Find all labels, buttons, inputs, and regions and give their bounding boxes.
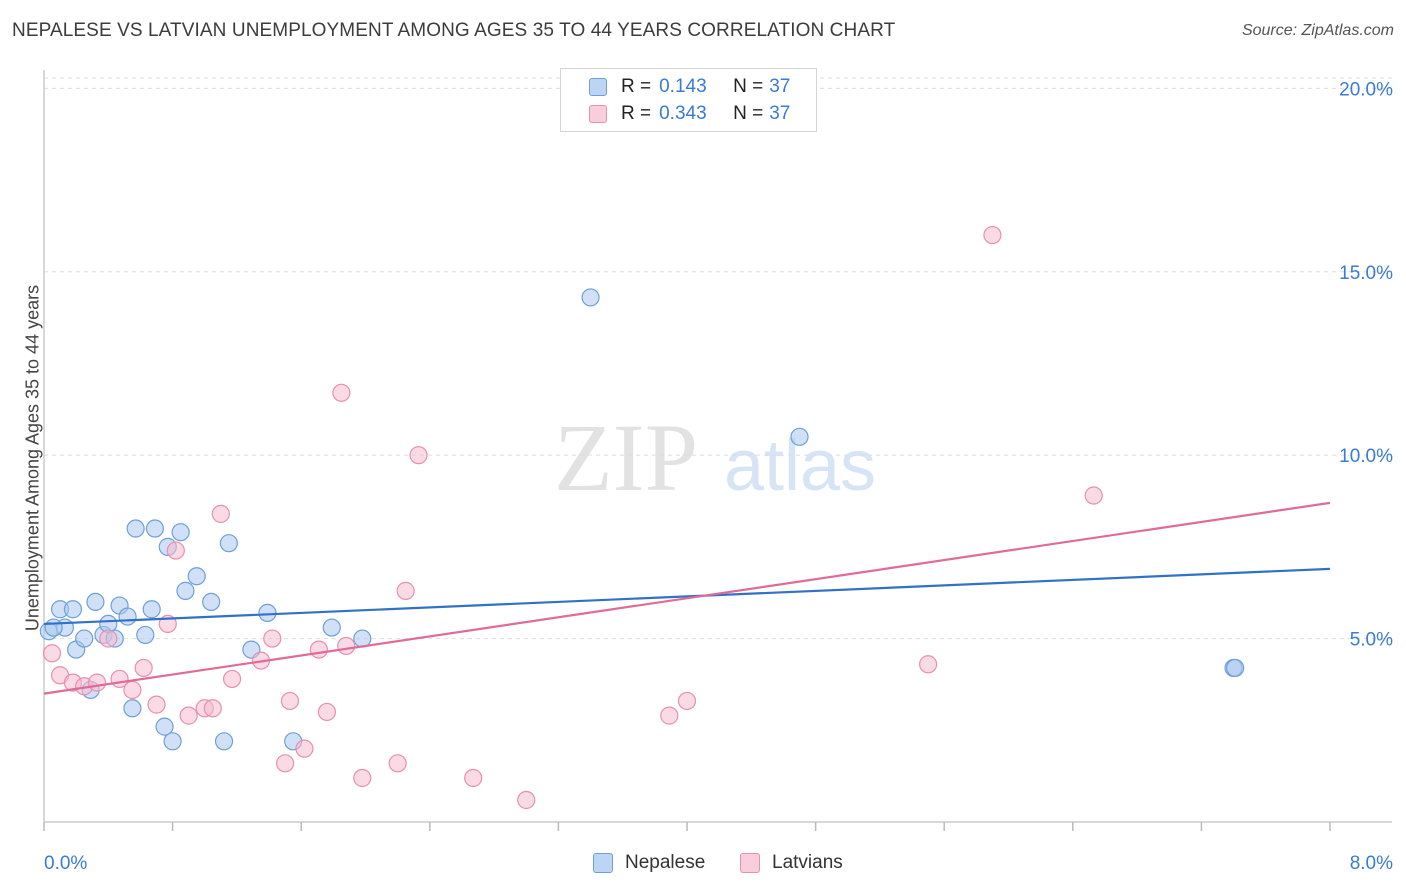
latvians-point <box>337 636 356 656</box>
legend-label-nepalese: Nepalese <box>625 852 706 873</box>
latvians-point <box>280 691 300 711</box>
latvians-point <box>147 695 166 714</box>
n-label: N = <box>733 103 764 124</box>
latvians-point <box>134 658 153 678</box>
nepalese-point <box>118 607 137 626</box>
legend-row-nepalese: R = 0.143 N = 37 <box>589 75 790 99</box>
nepalese-point <box>75 629 94 648</box>
nepalese-point <box>214 732 234 751</box>
nepalese-point <box>155 717 174 736</box>
gridlines <box>44 77 1392 640</box>
latvians-point <box>99 629 118 648</box>
latvians-point <box>1084 486 1103 505</box>
nepalese-point <box>219 534 238 553</box>
latvians-point <box>42 644 62 663</box>
nepalese-point <box>145 519 165 538</box>
n-value: 37 <box>769 103 791 124</box>
nepalese-point <box>136 625 155 645</box>
latvians-point <box>396 581 415 600</box>
nepalese-point <box>790 427 809 446</box>
nepalese-point <box>322 618 341 637</box>
latvians-swatch <box>589 105 607 123</box>
latvians-swatch <box>740 853 760 873</box>
latvians-trend-line <box>43 501 1331 695</box>
nepalese-point <box>126 519 145 538</box>
latvians-point <box>677 691 697 711</box>
nepalese-point <box>86 592 105 612</box>
latvians-point <box>309 640 328 659</box>
r-label: R = <box>621 76 652 97</box>
nepalese-trend-line <box>43 567 1331 626</box>
latvians-point <box>332 383 351 402</box>
r-value: 0.143 <box>659 76 707 97</box>
y-tick-label: 5.0% <box>1350 630 1393 651</box>
axes <box>43 70 1392 831</box>
y-tick-label: 20.0% <box>1339 79 1393 100</box>
nepalese-point <box>171 523 190 542</box>
nepalese-swatch <box>589 78 607 96</box>
latvians-point <box>660 706 679 725</box>
latvians-point <box>222 669 242 689</box>
tick-labels: 5.0% 10.0% 15.0% 20.0% 0.0% 8.0% <box>44 79 1393 874</box>
latvians-point <box>353 768 372 788</box>
nepalese-point <box>142 600 161 619</box>
trend-lines <box>43 501 1331 695</box>
nepalese-point <box>581 288 600 307</box>
x-tick-label: 8.0% <box>1350 853 1393 874</box>
n-value: 37 <box>769 76 791 97</box>
n-label: N = <box>733 76 764 97</box>
nepalese-swatch <box>593 853 613 873</box>
r-label: R = <box>621 103 652 124</box>
latvians-point <box>464 768 483 788</box>
latvians-point <box>211 504 230 523</box>
nepalese-point <box>202 592 221 612</box>
nepalese-point <box>63 600 83 619</box>
y-axis-label: Unemployment Among Ages 35 to 44 years <box>22 284 43 632</box>
latvians-point <box>388 754 407 773</box>
latvians-point <box>295 739 314 758</box>
latvians-point <box>409 446 428 465</box>
latvians-point <box>263 629 282 648</box>
y-tick-label: 10.0% <box>1339 446 1393 467</box>
latvians-point <box>517 790 536 810</box>
latvians-point <box>919 655 938 674</box>
nepalese-point <box>187 567 206 586</box>
nepalese-point <box>1226 658 1245 678</box>
nepalese-point <box>163 732 182 751</box>
nepalese-point <box>44 618 63 637</box>
watermark-zip: ZIP <box>554 404 698 511</box>
latvians-point <box>317 702 337 722</box>
correlation-legend: R = 0.143 N = 37 R = 0.343 N = 37 <box>560 68 817 132</box>
r-value: 0.343 <box>659 103 707 124</box>
chart-title: NEPALESE VS LATVIAN UNEMPLOYMENT AMONG A… <box>12 20 896 41</box>
nepalese-point <box>258 603 277 623</box>
latvians-point <box>983 225 1002 245</box>
source-label: Source: ZipAtlas.com <box>1241 22 1394 39</box>
latvians-point <box>87 673 107 692</box>
data-points <box>39 225 1245 810</box>
y-tick-label: 15.0% <box>1339 263 1393 284</box>
latvians-point <box>203 699 222 718</box>
legend-label-latvians: Latvians <box>772 852 843 873</box>
latvians-point <box>179 706 198 725</box>
nepalese-point <box>123 699 142 718</box>
latvians-point <box>123 680 142 700</box>
nepalese-point <box>176 581 195 600</box>
x-tick-label: 0.0% <box>44 853 87 874</box>
legend-item-latvians: Latvians <box>740 852 843 874</box>
legend-row-latvians: R = 0.343 N = 37 <box>589 102 790 126</box>
latvians-point <box>276 754 295 773</box>
legend-item-nepalese: Nepalese <box>593 852 705 874</box>
latvians-point <box>166 541 185 560</box>
